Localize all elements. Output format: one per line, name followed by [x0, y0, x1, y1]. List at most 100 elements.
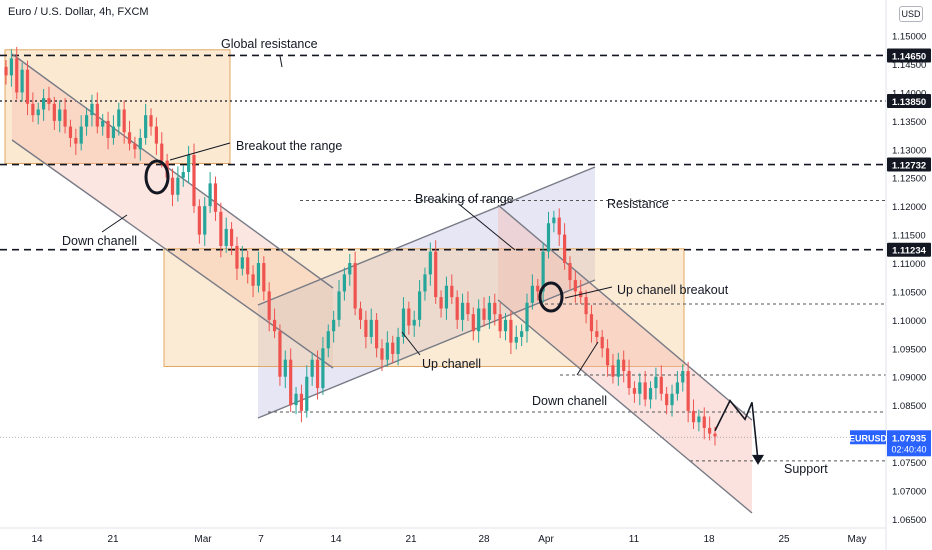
- candle-body: [321, 348, 325, 389]
- price-axis-tick: 1.12500: [892, 174, 926, 185]
- candle-body: [686, 371, 690, 411]
- candle-body: [326, 331, 330, 349]
- price-axis-tick: 1.14000: [892, 88, 926, 99]
- candle-body: [187, 154, 191, 173]
- candle-body: [460, 302, 465, 320]
- candle-body: [133, 143, 137, 150]
- price-axis-tick: 1.11000: [892, 259, 926, 270]
- key-level-price-label: 1.13850: [892, 97, 926, 108]
- time-axis-tick: 18: [703, 534, 715, 545]
- time-axis-tick: 11: [629, 534, 640, 545]
- key-level-price-badge: [887, 242, 931, 257]
- candle-body: [546, 223, 551, 252]
- candle-body: [407, 308, 411, 326]
- candle-body: [176, 177, 180, 195]
- price-axis-tick: 1.07000: [892, 486, 926, 497]
- candle-body: [509, 319, 513, 343]
- candle-body: [101, 120, 105, 127]
- price-axis-tick: 1.14500: [892, 60, 926, 71]
- candle-body: [573, 280, 577, 292]
- candle-body: [36, 109, 40, 116]
- candle-body: [423, 274, 427, 292]
- candle-body: [487, 302, 492, 320]
- annotation-label: Support: [784, 462, 828, 476]
- price-axis-tick: 1.13000: [892, 145, 926, 156]
- candle-body: [675, 382, 680, 394]
- candle-body: [240, 257, 244, 269]
- symbol-badge-label: EURUSD: [849, 433, 888, 443]
- annotation-arrow-2: [101, 214, 128, 233]
- down-channel-2-fill: [498, 205, 752, 513]
- projection-arrowhead: [752, 454, 764, 465]
- candle-body: [557, 217, 561, 235]
- candle-body: [536, 285, 540, 292]
- candle-body: [213, 183, 218, 212]
- candle-body: [246, 257, 250, 275]
- annotation-label: Down chanell: [532, 394, 607, 408]
- candle-body: [632, 388, 637, 394]
- candle-body: [283, 359, 287, 377]
- time-axis-tick: Mar: [194, 534, 212, 545]
- annotation-arrow-1: [169, 142, 231, 161]
- candle-body: [616, 359, 620, 377]
- candle-body: [149, 115, 153, 127]
- candle-body: [622, 359, 626, 372]
- candle-body: [84, 115, 89, 127]
- candle-body: [589, 314, 594, 332]
- candle-body: [611, 365, 615, 377]
- candle-body: [224, 228, 228, 246]
- annotation-label: Breakout the range: [236, 139, 342, 153]
- breakout-circle-1: [144, 159, 170, 195]
- candle-body: [68, 126, 73, 138]
- candle-body: [256, 263, 261, 286]
- current-price-label: 1.07935: [892, 433, 927, 444]
- candle-body: [181, 172, 185, 178]
- candle-body: [278, 331, 282, 377]
- candle-body: [170, 177, 175, 195]
- candle-body: [369, 319, 373, 337]
- channel-line-2: [257, 166, 596, 306]
- annotation-label: Resistance: [607, 197, 669, 211]
- candle-body: [412, 319, 416, 326]
- candle-body: [391, 342, 395, 354]
- candle-body: [138, 137, 142, 150]
- candle-body: [493, 302, 497, 315]
- candle-body: [541, 251, 545, 292]
- candle-body: [434, 251, 438, 298]
- key-level-price-label: 1.12732: [892, 161, 926, 172]
- candle-body: [229, 228, 234, 246]
- annotation-arrow-3: [459, 204, 516, 251]
- candle-body: [525, 302, 529, 332]
- price-axis-tick: 1.12000: [892, 202, 926, 213]
- candle-body: [713, 433, 717, 437]
- candle-body: [15, 58, 19, 93]
- candle-body: [584, 297, 588, 315]
- candle-body: [106, 120, 110, 138]
- candle-body: [450, 285, 454, 298]
- candle-body: [471, 314, 475, 332]
- price-axis-tick: 1.07500: [892, 458, 926, 469]
- candle-body: [552, 217, 556, 224]
- candle-body: [31, 103, 35, 116]
- candle-body: [337, 291, 341, 320]
- candle-body: [428, 251, 432, 275]
- candle-body: [315, 359, 320, 389]
- annotation-label: Down chanell: [62, 234, 137, 248]
- price-axis-tick: 1.10000: [892, 316, 926, 327]
- channel-line-5: [497, 299, 753, 514]
- price-axis-tick: 1.11500: [892, 231, 926, 242]
- candle-body: [63, 109, 67, 127]
- candle-body: [665, 393, 669, 406]
- currency-button[interactable]: USD: [899, 6, 923, 22]
- candle-body: [144, 115, 148, 138]
- candle-body: [595, 331, 599, 337]
- candle-body: [520, 331, 524, 337]
- candle-body: [41, 98, 46, 110]
- breakout-circle-2: [538, 281, 564, 313]
- candle-body: [638, 382, 642, 394]
- projection-path: [714, 399, 759, 461]
- candle-body: [160, 143, 164, 161]
- price-axis-tick: 1.09000: [892, 373, 926, 384]
